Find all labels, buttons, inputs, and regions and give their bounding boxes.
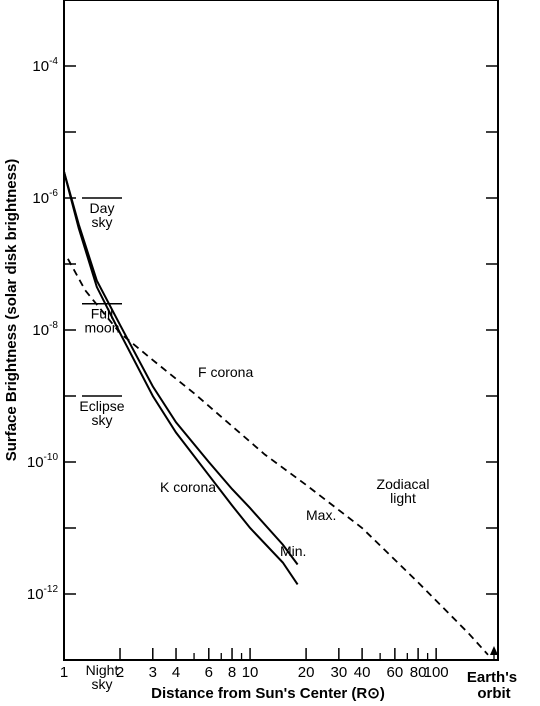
f-corona-label: F corona — [198, 364, 253, 380]
ticks — [63, 0, 498, 661]
x-tick-label: 20 — [298, 664, 315, 681]
x-tick-label: 4 — [172, 664, 180, 681]
reference-level-label: sky — [92, 676, 113, 692]
reference-level-label: sky — [92, 214, 113, 230]
zodiacal-label-line2: light — [390, 490, 416, 506]
min-curve-label: Min. — [280, 543, 306, 559]
x-tick-label: 30 — [331, 664, 348, 681]
x-tick-label: 8 — [228, 664, 236, 681]
series-line-k-corona-min — [63, 171, 299, 585]
y-tick-label: 10-6 — [32, 188, 58, 207]
y-tick-label-base: 10 — [32, 58, 49, 75]
y-tick-label: 10-10 — [27, 452, 59, 471]
x-tick-label: 80 — [410, 664, 427, 681]
x-tick-label: 6 — [205, 664, 213, 681]
reference-level-label: Night — [86, 662, 119, 678]
y-tick-label: 10-12 — [27, 584, 59, 603]
k-corona-label: K corona — [160, 479, 216, 495]
x-tick-label: 2 — [116, 664, 124, 681]
y-tick-label-exponent: -6 — [49, 188, 58, 199]
x-axis-title: Distance from Sun's Center (R⊙) — [151, 685, 385, 702]
zodiacal-label-line1: Zodiacal — [377, 476, 430, 492]
y-tick-label-exponent: -4 — [49, 56, 58, 67]
x-tick-label: 10 — [242, 664, 259, 681]
y-tick-label-base: 10 — [27, 454, 44, 471]
y-tick-label-base: 10 — [32, 190, 49, 207]
y-tick-label: 10-4 — [32, 56, 58, 75]
y-tick-label-exponent: -8 — [49, 320, 58, 331]
y-tick-label-base: 10 — [32, 322, 49, 339]
max-curve-label: Max. — [306, 507, 336, 523]
x-tick-label: 40 — [354, 664, 371, 681]
y-tick-label-exponent: -12 — [44, 584, 59, 595]
x-tick-label: 1 — [60, 664, 68, 681]
reference-level-label: Eclipse — [79, 398, 124, 414]
earth-orbit-label-line2: orbit — [477, 685, 510, 702]
earth-orbit-label-line1: Earth's — [467, 669, 517, 686]
y-axis-title: Surface Brightness (solar disk brightnes… — [3, 159, 20, 462]
reference-level-label: Day — [90, 200, 115, 216]
y-tick-label: 10-8 — [32, 320, 58, 339]
x-tick-label: 100 — [424, 664, 449, 681]
reference-level-label: sky — [92, 412, 113, 428]
x-tick-label: 60 — [387, 664, 404, 681]
series-line-f-corona — [67, 258, 489, 656]
series — [63, 171, 489, 656]
y-tick-label-base: 10 — [27, 586, 44, 603]
x-tick-label: 3 — [149, 664, 157, 681]
y-tick-label-exponent: -10 — [44, 452, 59, 463]
earth-orbit-arrowhead — [490, 646, 498, 655]
tick-labels: 1 2 3 4 6 8 10 20 30 40 60 8010010-410-610-810-1010… — [27, 56, 449, 681]
reference-level-label: moon — [84, 320, 119, 336]
series-line-k-corona-max — [63, 171, 299, 566]
